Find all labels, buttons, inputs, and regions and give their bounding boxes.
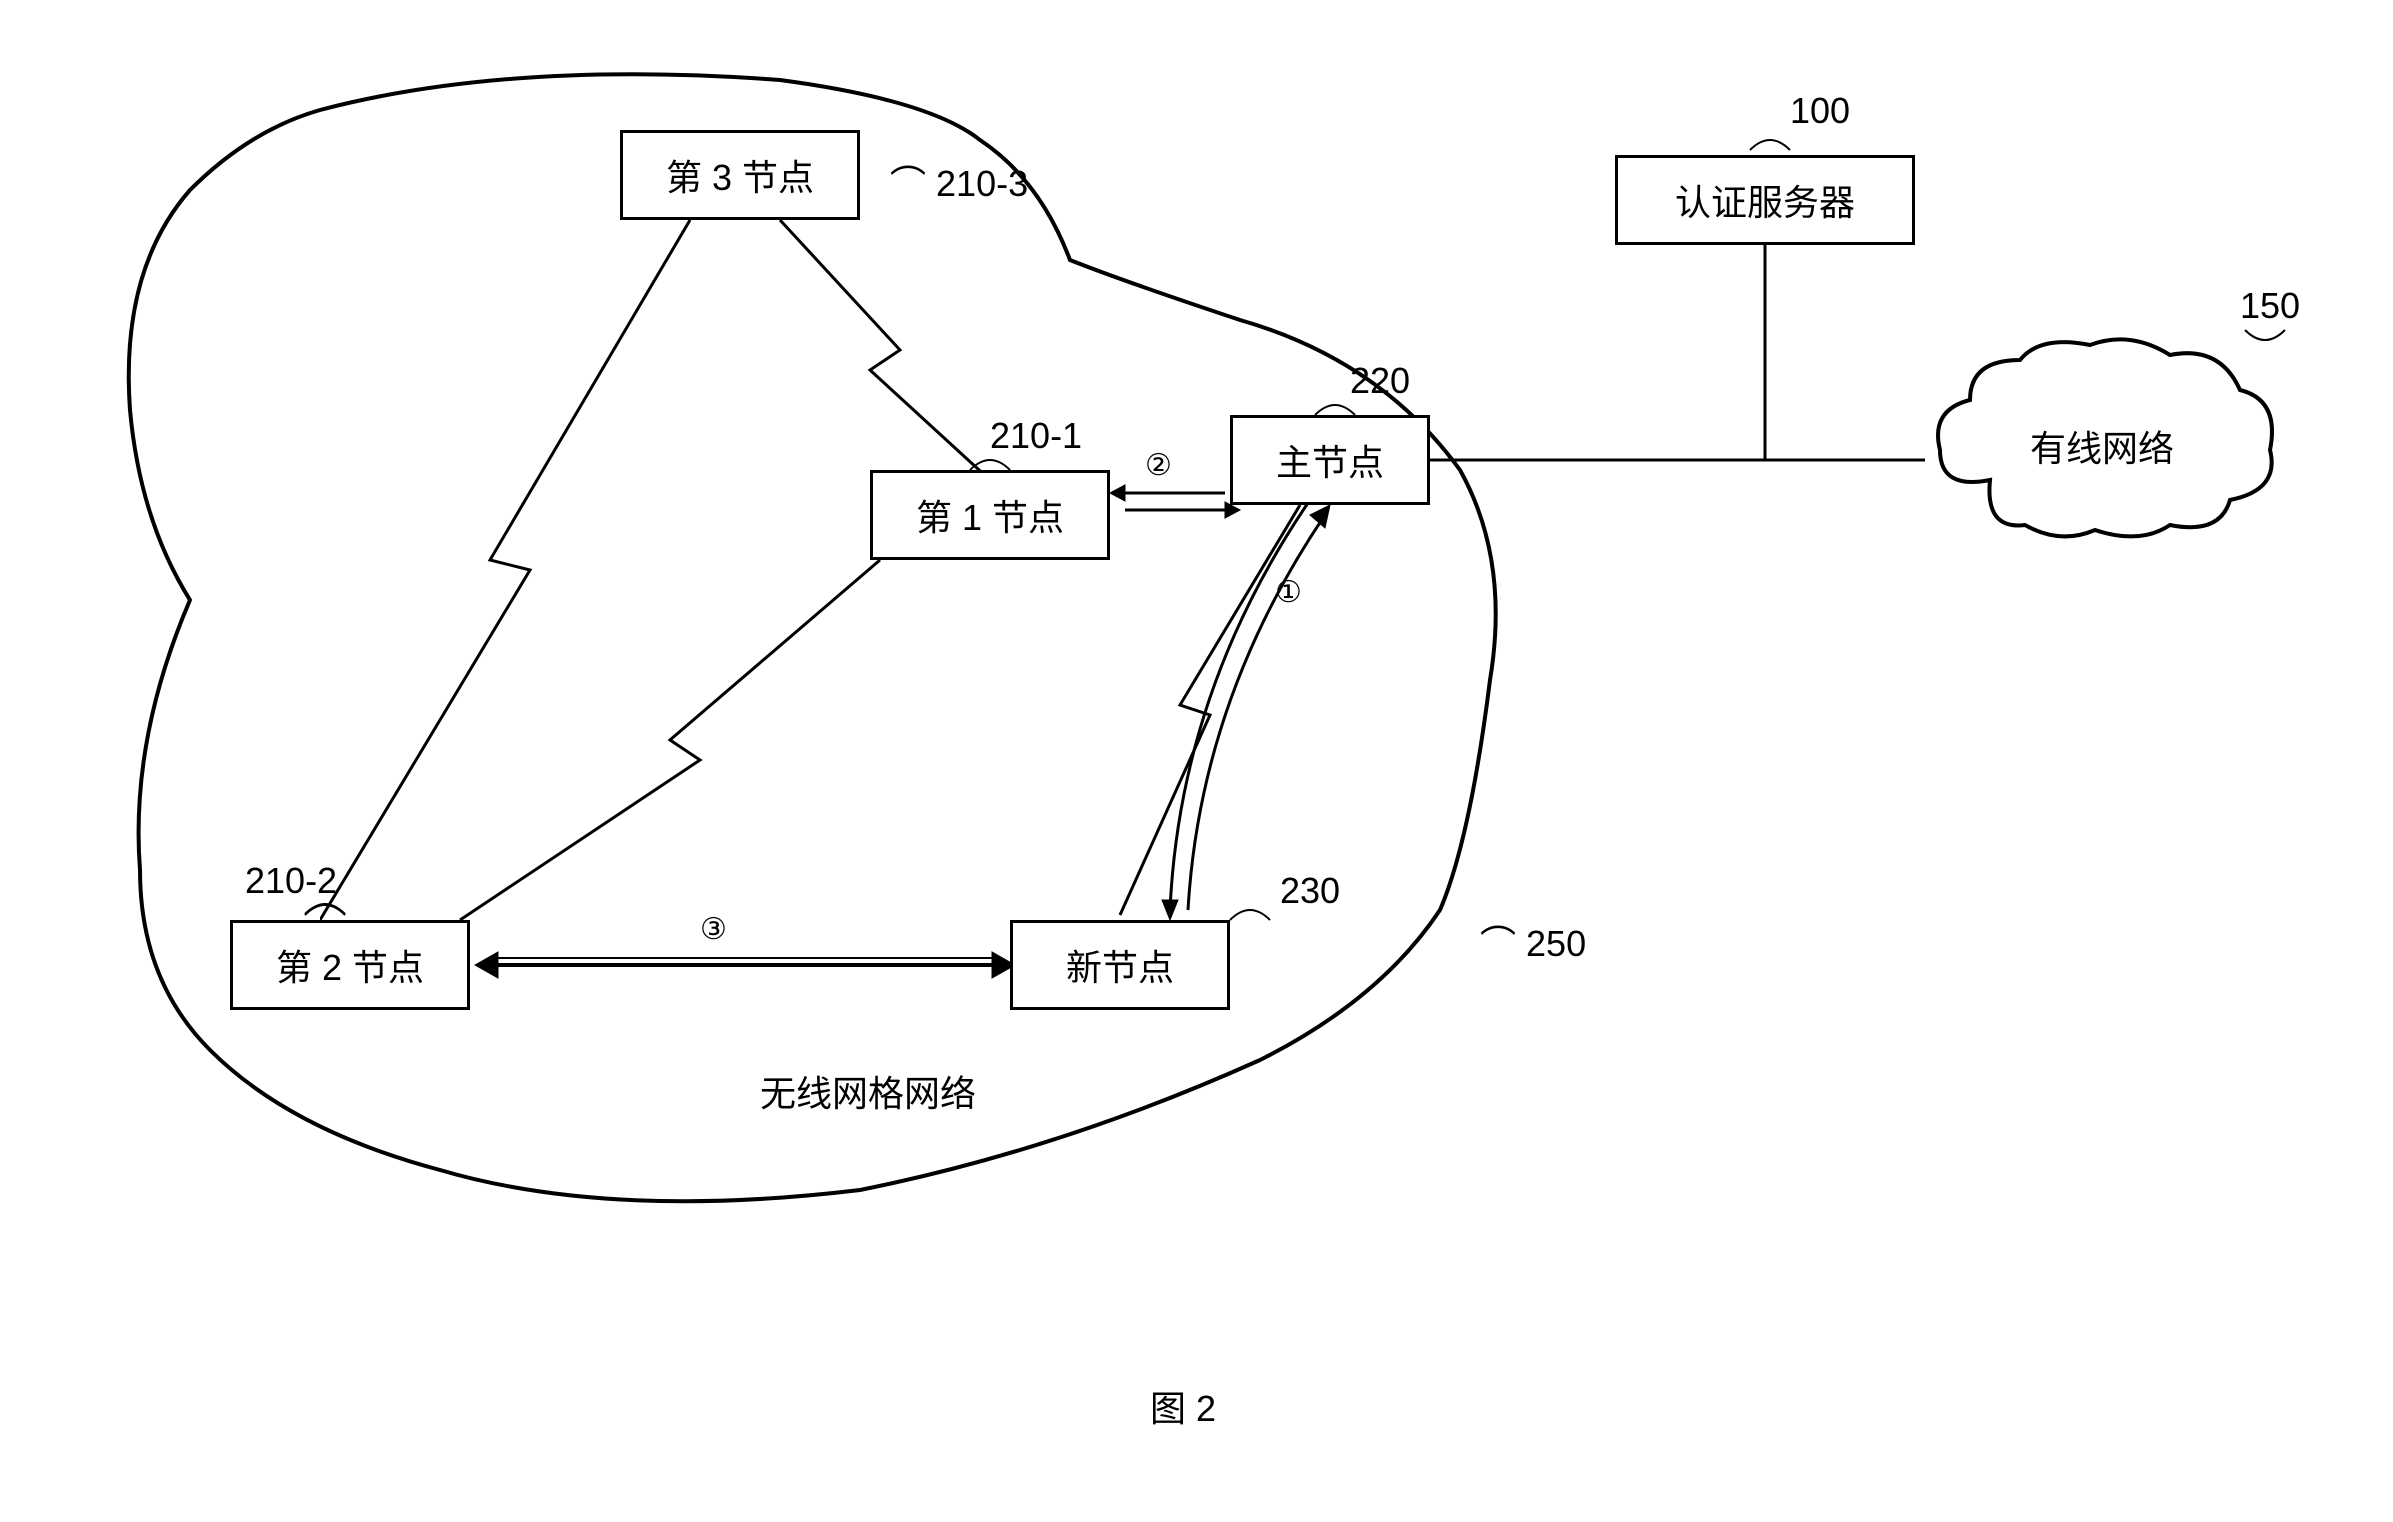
auth-server-ref-curve — [1745, 130, 1795, 160]
wired-ref-curve — [2240, 325, 2290, 355]
blob-ref: ⌒ 250 — [1480, 915, 1586, 967]
lightning-node1-node2 — [440, 560, 990, 960]
master-ref-curve — [1310, 395, 1360, 420]
node-3: 第 3 节点 — [620, 130, 860, 220]
circle-num-2: ② — [1145, 448, 1172, 483]
node-2-label: 第 2 节点 — [276, 939, 424, 991]
auth-server-label: 认证服务器 — [1675, 174, 1855, 226]
node-2: 第 2 节点 — [230, 920, 470, 1010]
circle-num-3: ③ — [700, 912, 727, 947]
new-node-ref: 230 — [1280, 870, 1340, 912]
new-node-label: 新节点 — [1066, 939, 1174, 991]
master-node-label: 主节点 — [1276, 434, 1384, 486]
node-1-ref-curve — [965, 450, 1015, 475]
wired-network-ref: 150 — [2240, 285, 2300, 327]
new-node-ref-curve — [1225, 900, 1275, 925]
line-auth-master — [1430, 245, 1930, 475]
auth-server-ref: 100 — [1790, 90, 1850, 132]
node-2-ref-curve — [300, 895, 350, 925]
double-arrow-node2-newnode — [470, 940, 1030, 1000]
node-3-ref: ⌒ 210-3 — [890, 155, 1028, 207]
node-3-ref-curve: ⌒ — [890, 163, 926, 204]
master-node: 主节点 — [1230, 415, 1430, 505]
wireless-mesh-label: 无线网格网络 — [760, 1065, 976, 1117]
circle-num-1: ① — [1275, 575, 1302, 610]
blob-ref-curve: ⌒ — [1480, 923, 1516, 964]
new-node: 新节点 — [1010, 920, 1230, 1010]
node-1: 第 1 节点 — [870, 470, 1110, 560]
auth-server: 认证服务器 — [1615, 155, 1915, 245]
figure-caption: 图 2 — [1150, 1380, 1216, 1432]
node-3-label: 第 3 节点 — [666, 149, 814, 201]
wired-network-label: 有线网络 — [2030, 420, 2174, 472]
node-1-label: 第 1 节点 — [916, 489, 1064, 541]
